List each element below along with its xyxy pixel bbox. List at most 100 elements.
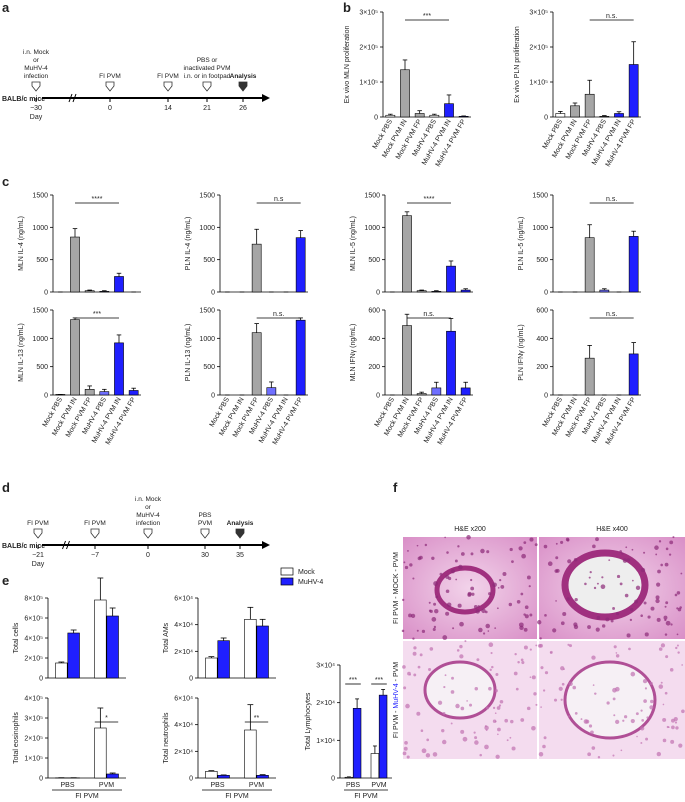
significance-label: * — [105, 715, 108, 722]
cell-nucleus — [561, 682, 565, 686]
y-axis-label: PLN IFNγ (ng/mL) — [518, 324, 525, 380]
cell-nucleus — [458, 564, 463, 570]
y-tick-label: 3×10⁵ — [529, 10, 548, 17]
group-label: FI PVM — [354, 793, 378, 800]
bar — [446, 265, 456, 293]
cell-nucleus — [511, 746, 516, 751]
cell-nucleus — [658, 540, 662, 543]
cell-nucleus — [518, 622, 524, 628]
cell-nucleus — [593, 586, 597, 590]
cell-nucleus — [417, 665, 421, 669]
cell-nucleus — [495, 672, 499, 676]
y-axis-label: Ex vivo MLN proliferation — [344, 25, 351, 103]
cell-nucleus — [500, 585, 505, 589]
event-label: or — [33, 57, 40, 64]
y-tick-label: 0 — [544, 115, 548, 122]
y-tick-label: 500 — [36, 364, 48, 371]
significance-label: n.s. — [606, 13, 617, 20]
axis-break — [68, 93, 77, 103]
y-tick-label: 600 — [368, 308, 380, 315]
event-marker — [202, 81, 212, 92]
cell-nucleus — [473, 605, 478, 609]
cell-nucleus — [455, 578, 458, 581]
cell-nucleus — [497, 586, 500, 589]
cell-nucleus — [540, 666, 544, 670]
y-tick-label: 1×10⁵ — [24, 756, 43, 763]
cell-nucleus — [456, 649, 460, 652]
cell-nucleus — [615, 652, 618, 654]
event-label: or — [145, 504, 152, 511]
cell-nucleus — [660, 681, 663, 684]
x-tick-label: PVM — [99, 782, 114, 789]
cell-nucleus — [592, 684, 595, 686]
x-tick-label: PBS — [346, 782, 360, 789]
y-axis-label: PLN IL-4 (ng/mL) — [185, 217, 192, 271]
cell-nucleus — [444, 674, 447, 677]
chart: 0 500 1000 1500 PLN IL-4 (ng/mL) n.s — [185, 193, 308, 297]
cell-nucleus — [526, 575, 531, 580]
y-tick-label: 200 — [536, 364, 548, 371]
cell-nucleus — [647, 615, 651, 619]
timeline-arrow — [262, 541, 270, 549]
cell-nucleus — [650, 699, 654, 704]
cell-nucleus — [475, 609, 480, 614]
cell-nucleus — [649, 681, 653, 686]
cell-nucleus — [597, 756, 601, 759]
cell-nucleus — [529, 613, 533, 617]
cell-nucleus — [502, 571, 507, 576]
cell-nucleus — [610, 619, 614, 623]
cell-nucleus — [445, 611, 450, 616]
bar — [217, 775, 230, 779]
group-label: FI PVM — [225, 793, 249, 800]
cell-nucleus — [404, 740, 408, 745]
cell-nucleus — [662, 738, 667, 743]
cell-nucleus — [459, 621, 464, 627]
y-tick-label: 500 — [536, 257, 548, 264]
cell-nucleus — [567, 643, 570, 646]
cell-nucleus — [482, 632, 486, 635]
cell-nucleus — [568, 715, 571, 718]
cell-nucleus — [635, 585, 641, 591]
cell-nucleus — [429, 647, 434, 651]
cell-nucleus — [407, 671, 411, 676]
x-tick-label: PVM — [249, 782, 264, 789]
chart: 0 500 1000 1500 MLN IL-4 (ng/mL) **** — [18, 193, 141, 297]
cell-nucleus — [574, 597, 578, 602]
cell-nucleus — [658, 684, 664, 689]
event-label: PBS — [198, 512, 212, 519]
y-axis-label: MLN IFNγ (ng/mL) — [350, 324, 357, 382]
cell-nucleus — [476, 658, 480, 662]
cell-nucleus — [624, 715, 628, 719]
cell-nucleus — [643, 551, 646, 554]
cell-nucleus — [615, 611, 620, 616]
cell-nucleus — [402, 665, 406, 669]
y-tick-label: 1500 — [199, 193, 215, 200]
event-label: FI PVM — [84, 520, 106, 527]
cell-nucleus — [613, 714, 616, 717]
cell-nucleus — [497, 733, 499, 736]
cell-nucleus — [479, 753, 482, 757]
chart: 0 1×10⁵ 2×10⁵ 3×10⁵ Ex vivo MLN proliferatio… — [344, 10, 471, 168]
cell-nucleus — [412, 651, 417, 656]
cell-nucleus — [446, 551, 449, 554]
cell-nucleus — [490, 651, 493, 655]
cell-nucleus — [484, 725, 487, 728]
x-tick-label: PVM — [371, 782, 386, 789]
cell-nucleus — [496, 607, 499, 610]
cell-nucleus — [442, 712, 446, 715]
cell-nucleus — [644, 687, 648, 690]
cell-nucleus — [565, 537, 570, 542]
cell-nucleus — [675, 646, 678, 650]
significance-label: *** — [93, 311, 101, 318]
y-tick-label: 0 — [544, 290, 548, 297]
cell-nucleus — [446, 602, 452, 608]
cell-nucleus — [441, 739, 447, 745]
cell-nucleus — [521, 553, 526, 559]
event-marker — [238, 81, 248, 92]
cell-nucleus — [452, 627, 455, 630]
cell-nucleus — [681, 709, 685, 714]
cell-nucleus — [492, 719, 497, 723]
cell-nucleus — [654, 545, 659, 550]
day-label: 30 — [201, 552, 209, 559]
